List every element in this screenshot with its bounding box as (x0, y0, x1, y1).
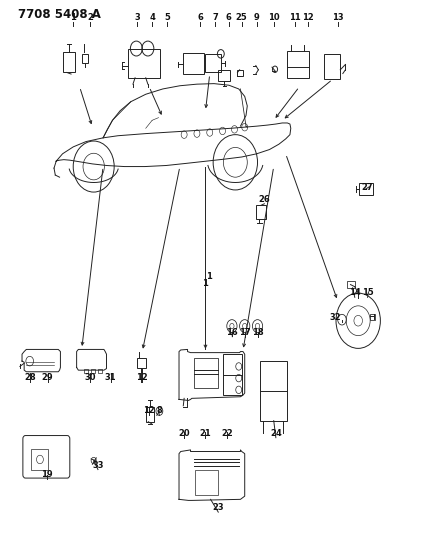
Text: 30: 30 (85, 374, 96, 382)
Text: 5: 5 (164, 13, 170, 22)
Text: 21: 21 (199, 429, 211, 438)
Bar (324, 54, 340, 79)
Text: 17: 17 (239, 328, 250, 337)
Text: 20: 20 (178, 429, 190, 438)
Text: 6: 6 (226, 13, 232, 22)
Text: 14: 14 (349, 288, 361, 297)
Text: 27: 27 (362, 183, 373, 192)
Text: 15: 15 (362, 288, 374, 297)
Text: 8: 8 (157, 406, 162, 415)
Text: 4: 4 (149, 13, 155, 22)
Text: 1: 1 (206, 272, 212, 281)
Bar (205, 54, 221, 72)
Text: 33: 33 (92, 461, 104, 470)
Bar (128, 49, 160, 78)
Bar (195, 470, 218, 495)
Text: 12: 12 (302, 13, 314, 22)
Text: 16: 16 (226, 328, 238, 337)
Bar (223, 354, 242, 395)
Text: 1: 1 (202, 279, 208, 288)
Text: 1: 1 (70, 13, 76, 22)
Text: 13: 13 (332, 13, 344, 22)
Text: 32: 32 (330, 313, 342, 322)
Bar (91, 368, 95, 373)
Bar (146, 407, 154, 422)
Text: 7708 5408 A: 7708 5408 A (18, 8, 101, 21)
Text: 9: 9 (254, 13, 259, 22)
Text: 2: 2 (87, 13, 93, 22)
Bar (218, 70, 230, 82)
Text: 10: 10 (268, 13, 279, 22)
Text: 12: 12 (137, 374, 148, 382)
Bar (256, 205, 267, 219)
Text: 12: 12 (143, 406, 155, 415)
Text: 28: 28 (24, 374, 36, 382)
Bar (286, 51, 309, 78)
Text: 31: 31 (105, 374, 116, 382)
Bar (347, 281, 355, 288)
Bar (98, 368, 102, 373)
Bar (370, 314, 375, 320)
Text: 6: 6 (197, 13, 203, 22)
Bar (82, 54, 88, 63)
Bar (260, 361, 286, 421)
Text: 7: 7 (212, 13, 218, 22)
Text: 19: 19 (41, 470, 53, 479)
Bar (84, 368, 88, 373)
Bar (193, 359, 218, 387)
Bar (183, 53, 204, 74)
Text: 24: 24 (270, 429, 282, 438)
Text: 3: 3 (134, 13, 140, 22)
Text: 25: 25 (236, 13, 248, 22)
Text: 29: 29 (42, 374, 54, 382)
Text: 22: 22 (221, 429, 233, 438)
Bar (31, 449, 48, 470)
Bar (137, 358, 146, 368)
Bar (359, 183, 373, 195)
Text: 26: 26 (259, 195, 270, 204)
Bar (237, 70, 244, 76)
Text: 11: 11 (289, 13, 301, 22)
Text: 23: 23 (212, 503, 224, 512)
Text: 18: 18 (252, 328, 263, 337)
Bar (62, 52, 75, 72)
